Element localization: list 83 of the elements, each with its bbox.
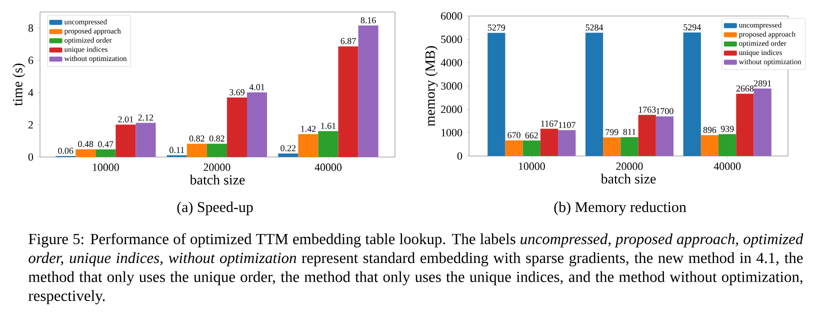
bar <box>603 137 621 156</box>
bar <box>754 88 772 156</box>
x-tick-label: 10000 <box>92 164 119 171</box>
data-label: 4.01 <box>249 84 264 90</box>
bar <box>136 122 156 158</box>
data-label: 3.69 <box>230 89 244 96</box>
text: (a) Speed-up <box>177 202 253 216</box>
data-label: 8.16 <box>360 17 376 24</box>
bar <box>656 116 674 156</box>
data-label: 1700 <box>656 108 674 114</box>
data-label: 896 <box>703 126 716 133</box>
bar <box>683 32 701 156</box>
bar <box>718 134 736 156</box>
data-label: 0.06 <box>58 148 74 154</box>
text: (b) Memory reduction <box>554 202 686 216</box>
data-label: 0.47 <box>98 141 114 148</box>
y-tick-label: 5000 <box>441 36 462 44</box>
bar <box>338 46 358 158</box>
data-label: 0.82 <box>209 135 224 142</box>
data-label: 1763 <box>638 106 656 113</box>
bar <box>278 153 298 158</box>
bar <box>116 124 136 158</box>
bar <box>585 32 604 156</box>
y-tick-label: 4000 <box>440 58 462 66</box>
data-label: 670 <box>508 132 520 138</box>
data-label: 6.87 <box>340 38 356 44</box>
bar <box>96 149 116 158</box>
data-label: 0.22 <box>280 145 296 152</box>
data-label: 1167 <box>541 120 558 127</box>
data-label: 0.82 <box>189 135 204 142</box>
text: Figure 5: Performance of optimized TTM embedding table lookup. The labels uncompressed, proposed approach, optimized order, unique indices, without optimization represent standard embedding with sparse gradients, the new method in 4.1, the method that only uses the unique order, the method that only uses the unique indices, and the method without optimization, respectively. <box>28 233 804 304</box>
y-tick-label: 6000 <box>441 12 462 20</box>
data-label: 799 <box>606 129 618 136</box>
y-tick-label: 2000 <box>441 106 462 114</box>
data-label: 662 <box>525 132 538 138</box>
y-tick-label: 0 <box>28 153 34 161</box>
y-tick-label: 1000 <box>442 128 462 136</box>
bar <box>298 134 318 158</box>
data-label: 2668 <box>736 85 754 92</box>
y-tick-label: 6 <box>28 56 34 64</box>
y-tick-label: 3000 <box>441 82 462 90</box>
bar <box>558 130 576 156</box>
y-tick-label: 4 <box>28 88 34 96</box>
data-label: 939 <box>720 126 734 132</box>
bar <box>318 131 338 158</box>
x-axis-title: batch size <box>190 174 245 185</box>
y-axis-title: memory (MB) <box>425 46 438 126</box>
data-label: 0.48 <box>78 140 94 148</box>
bar <box>505 140 523 156</box>
y-axis-title: time (s) <box>12 64 26 106</box>
bar <box>638 114 656 156</box>
bar <box>206 144 227 158</box>
x-tick-label: 10000 <box>518 162 545 170</box>
bar <box>246 92 268 158</box>
data-label: 1.42 <box>301 126 316 132</box>
data-label: 2.01 <box>118 116 134 122</box>
data-label: 811 <box>623 128 636 135</box>
y-tick-label: 8 <box>28 24 34 32</box>
x-axis-title: batch size <box>600 174 656 184</box>
bar <box>226 98 247 158</box>
bar <box>358 26 378 158</box>
bar <box>620 137 638 156</box>
data-label: 5279 <box>488 24 505 31</box>
x-tick-label: 20000 <box>616 162 643 170</box>
data-label: 2.12 <box>138 114 154 121</box>
data-label: 2891 <box>754 80 772 86</box>
bar <box>540 128 558 156</box>
y-tick-label: 2 <box>28 121 33 128</box>
data-label: 5294 <box>684 24 701 30</box>
data-label: 1.61 <box>321 122 336 129</box>
bar <box>522 140 540 156</box>
data-label: 1107 <box>558 122 576 128</box>
bar <box>736 94 754 156</box>
x-tick-label: 20000 <box>204 164 230 171</box>
x-tick-label: 40000 <box>314 164 342 171</box>
x-tick-label: 40000 <box>714 162 741 170</box>
bar <box>488 32 506 156</box>
bar <box>76 149 96 158</box>
data-label: 5284 <box>586 24 604 31</box>
data-label: 0.11 <box>170 146 184 154</box>
bar <box>700 135 719 156</box>
bar <box>186 144 207 158</box>
y-tick-label: 0 <box>457 152 462 160</box>
